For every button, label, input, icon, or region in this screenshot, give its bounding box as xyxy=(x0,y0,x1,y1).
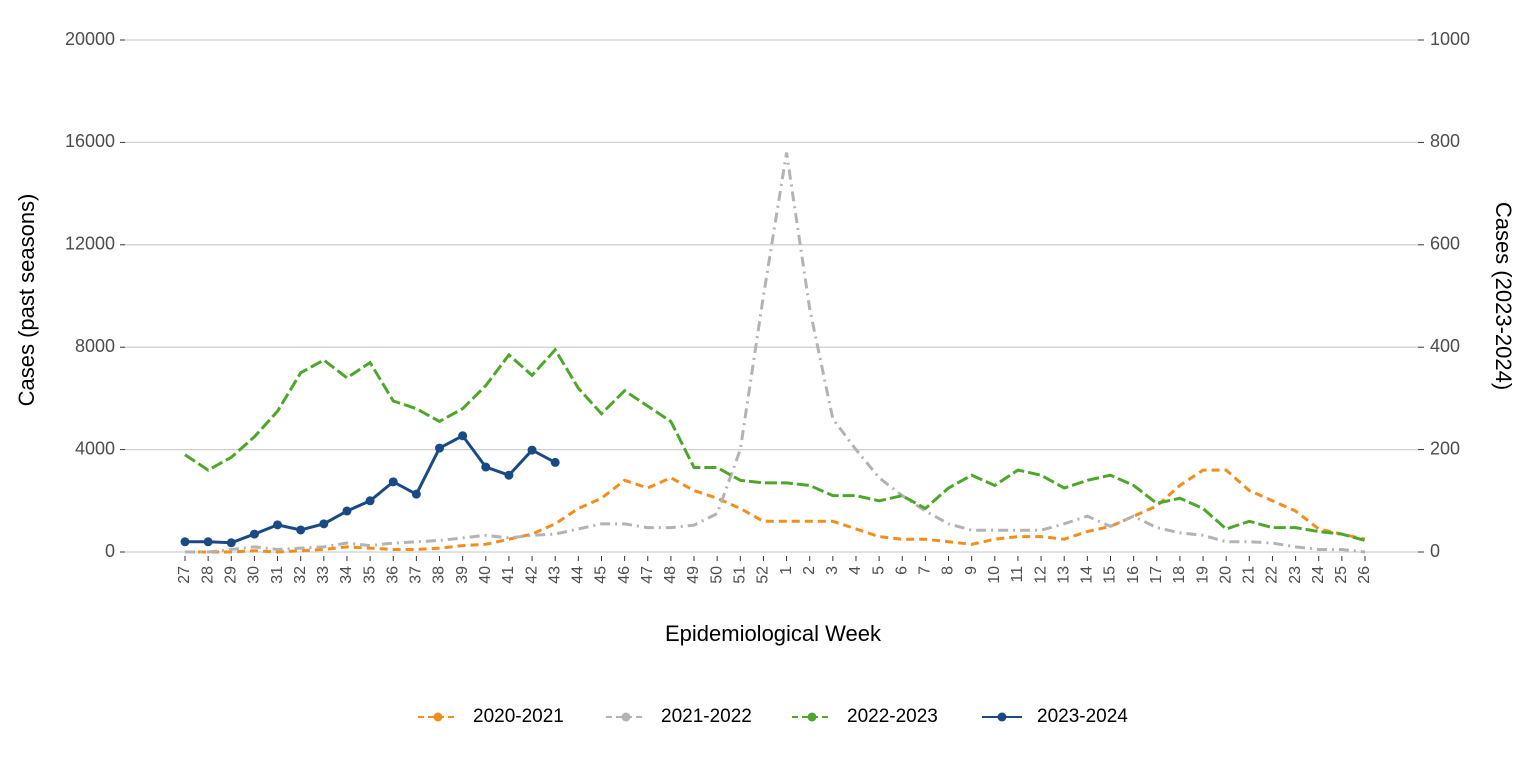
point xyxy=(226,538,236,548)
x-tick-label: 19 xyxy=(1194,566,1211,584)
x-tick-label: 45 xyxy=(593,566,610,584)
y2-tick-label: 1000 xyxy=(1430,29,1470,49)
x-tick-label: 50 xyxy=(708,566,725,584)
x-tick-label: 1 xyxy=(778,566,795,575)
y-tick-label: 8000 xyxy=(75,336,115,356)
x-tick-label: 30 xyxy=(246,566,263,584)
x-tick-label: 28 xyxy=(199,566,216,584)
x-tick-label: 27 xyxy=(176,566,193,584)
y2-tick-label: 400 xyxy=(1430,336,1460,356)
x-tick-label: 3 xyxy=(824,566,841,575)
x-tick-label: 48 xyxy=(662,566,679,584)
point xyxy=(435,443,445,453)
x-tick-label: 5 xyxy=(870,566,887,575)
legend-label: 2022-2023 xyxy=(847,706,938,727)
x-tick-label: 43 xyxy=(546,566,563,584)
point xyxy=(319,519,329,529)
x-tick-label: 42 xyxy=(523,566,540,584)
x-tick-label: 31 xyxy=(269,566,286,584)
y-tick-label: 4000 xyxy=(75,438,115,458)
y-tick-label: 20000 xyxy=(65,29,115,49)
x-tick-label: 36 xyxy=(384,566,401,584)
x-tick-label: 32 xyxy=(292,566,309,584)
x-tick-label: 18 xyxy=(1171,566,1188,584)
x-tick-label: 8 xyxy=(940,566,957,575)
point xyxy=(527,445,537,455)
series-line xyxy=(185,433,556,545)
y2-tick-label: 200 xyxy=(1430,438,1460,458)
x-tick-label: 37 xyxy=(408,566,425,584)
x-tick-label: 33 xyxy=(315,566,332,584)
y2-axis-title: Cases (2023-2024) xyxy=(1491,202,1516,390)
x-tick-label: 49 xyxy=(685,566,702,584)
x-tick-label: 6 xyxy=(893,566,910,575)
point xyxy=(365,496,375,506)
y-tick-label: 16000 xyxy=(65,131,115,151)
x-tick-label: 47 xyxy=(639,566,656,584)
x-tick-label: 35 xyxy=(361,566,378,584)
x-tick-label: 41 xyxy=(500,566,517,584)
point xyxy=(249,529,259,539)
x-tick-label: 39 xyxy=(454,566,471,584)
point xyxy=(481,462,491,472)
x-tick-label: 34 xyxy=(338,566,355,584)
point xyxy=(296,525,306,535)
legend-dot xyxy=(433,712,443,722)
x-axis-title: Epidemiological Week xyxy=(665,621,882,646)
series-line xyxy=(185,152,1366,554)
x-tick-label: 40 xyxy=(477,566,494,584)
y2-tick-label: 600 xyxy=(1430,234,1460,254)
x-tick-label: 20 xyxy=(1217,566,1234,584)
y2-tick-label: 800 xyxy=(1430,131,1460,151)
x-tick-label: 15 xyxy=(1102,566,1119,584)
series-line xyxy=(185,468,1366,554)
x-tick-label: 23 xyxy=(1287,566,1304,584)
x-tick-label: 24 xyxy=(1310,566,1327,584)
x-tick-label: 13 xyxy=(1055,566,1072,584)
point xyxy=(342,506,352,516)
y-tick-label: 12000 xyxy=(65,234,115,254)
legend-dot xyxy=(997,712,1007,722)
point xyxy=(388,477,398,487)
point xyxy=(180,537,190,547)
x-tick-label: 4 xyxy=(847,566,864,575)
legend-label: 2020-2021 xyxy=(473,706,564,727)
x-tick-label: 44 xyxy=(570,566,587,584)
point xyxy=(550,457,560,467)
point xyxy=(273,520,283,530)
legend-label: 2023-2024 xyxy=(1037,706,1128,727)
x-tick-label: 12 xyxy=(1032,566,1049,584)
x-tick-label: 10 xyxy=(986,566,1003,584)
legend-label: 2021-2022 xyxy=(661,706,752,727)
y-axis-title: Cases (past seasons) xyxy=(14,194,39,407)
x-tick-label: 29 xyxy=(222,566,239,584)
x-tick-label: 11 xyxy=(1009,566,1026,583)
legend-dot xyxy=(807,712,817,722)
x-tick-label: 9 xyxy=(963,566,980,575)
x-tick-label: 17 xyxy=(1148,566,1165,584)
x-tick-label: 25 xyxy=(1333,566,1350,584)
series-line xyxy=(184,347,1366,542)
x-tick-label: 51 xyxy=(732,566,749,584)
x-tick-label: 21 xyxy=(1241,566,1258,584)
point xyxy=(411,489,421,499)
x-tick-label: 16 xyxy=(1125,566,1142,584)
y2-tick-label: 0 xyxy=(1430,541,1440,561)
legend-dot xyxy=(621,712,631,722)
point xyxy=(203,537,213,547)
x-tick-label: 2 xyxy=(801,566,818,575)
point xyxy=(504,470,514,480)
point xyxy=(458,431,468,441)
x-tick-label: 14 xyxy=(1079,566,1096,584)
x-tick-label: 7 xyxy=(917,566,934,575)
x-tick-label: 38 xyxy=(431,566,448,584)
x-tick-label: 26 xyxy=(1356,566,1373,584)
x-tick-label: 52 xyxy=(755,566,772,584)
y-tick-label: 0 xyxy=(105,541,115,561)
x-tick-label: 22 xyxy=(1264,566,1281,584)
x-tick-label: 46 xyxy=(616,566,633,584)
